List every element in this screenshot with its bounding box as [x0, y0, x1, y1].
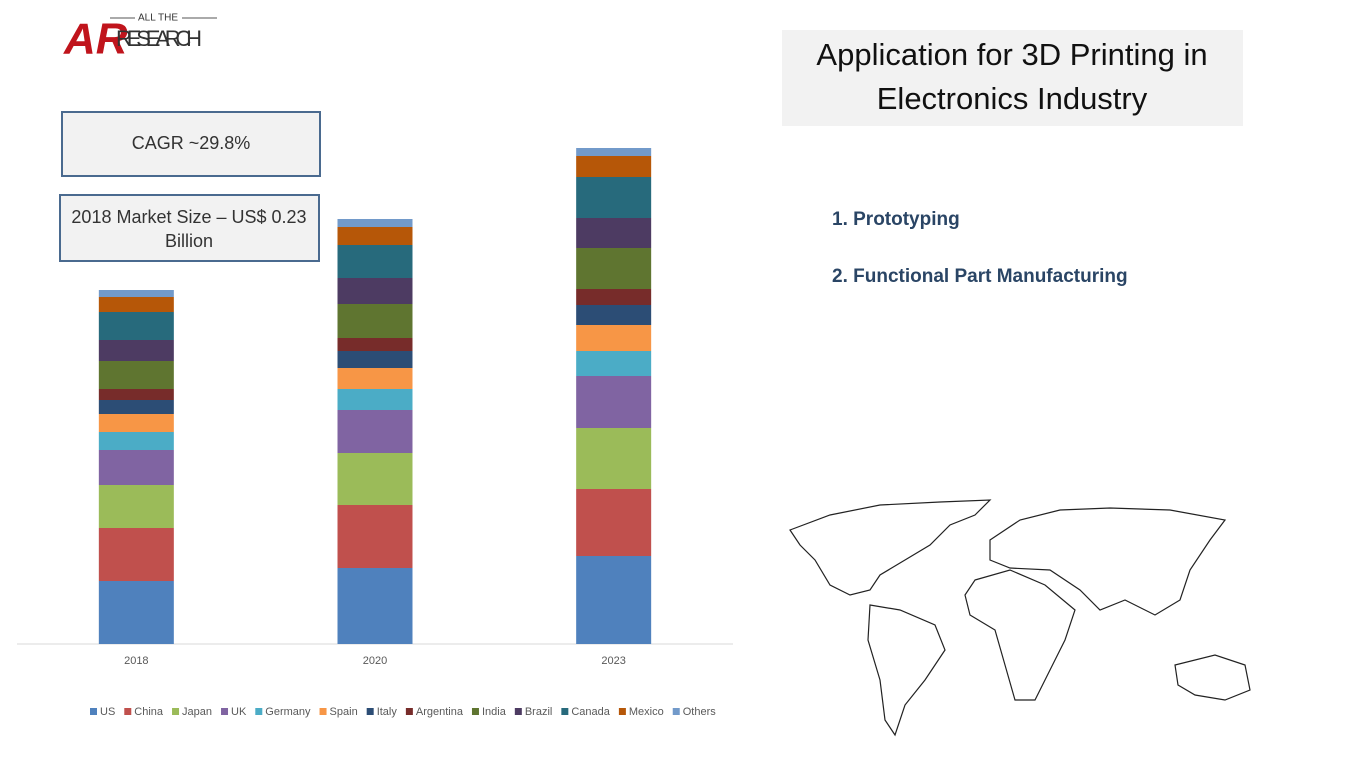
eurasia [989, 507, 1227, 616]
bar-segment [576, 351, 652, 376]
bar-segment [576, 428, 652, 489]
bar-segment [98, 297, 174, 312]
legend-label: Argentina [416, 706, 464, 718]
australia [1174, 654, 1251, 701]
logo-mark: AR [63, 15, 128, 64]
bar-segment [337, 505, 413, 568]
bar-segment [98, 450, 174, 485]
title-box [782, 30, 1243, 126]
cagr-text: CAGR ~29.8% [132, 133, 251, 153]
bar-segment [337, 278, 413, 304]
legend-label: Canada [571, 706, 610, 718]
legend-label: India [482, 706, 507, 718]
logo-name: RESEARCH [116, 26, 202, 51]
bar-segment [337, 389, 413, 410]
bar-segment [98, 312, 174, 340]
bar-segment [98, 414, 174, 432]
x-tick-label: 2018 [124, 655, 148, 667]
legend-swatch [561, 708, 569, 715]
legend-label: Japan [182, 706, 212, 718]
market-box [59, 194, 320, 262]
legend-label: China [134, 706, 164, 718]
bar-segment [576, 556, 652, 644]
logo-top: ALL THE [138, 13, 178, 24]
legend-swatch [90, 708, 97, 715]
list-item: 2. Functional Part Manufacturing [832, 266, 1128, 287]
bar-segment [98, 400, 174, 414]
bar-segment [576, 289, 652, 305]
panel-title: Application for 3D Printing in [816, 37, 1207, 72]
north-america [789, 499, 992, 596]
world-map [789, 499, 1251, 737]
market-text: 2018 Market Size – US$ 0.23 [71, 207, 306, 227]
legend-swatch [124, 708, 132, 715]
legend-swatch [319, 708, 327, 715]
logo: AR ALL THE RESEARCH [63, 13, 217, 64]
bar-segment [576, 148, 652, 156]
bar-segment [576, 248, 652, 289]
legend-swatch [471, 708, 479, 715]
legend-label: Mexico [629, 706, 664, 718]
bar-segment [337, 227, 413, 245]
cagr-box [61, 111, 321, 177]
legend-swatch [405, 708, 413, 715]
africa [964, 569, 1076, 701]
legend-swatch [221, 708, 229, 715]
legend-label: Italy [377, 706, 398, 718]
legend-label: Others [683, 706, 717, 718]
bar-segment [576, 177, 652, 218]
bar-segment [98, 485, 174, 528]
bar-segment [337, 219, 413, 227]
legend-swatch [672, 708, 680, 715]
south-america [867, 604, 946, 737]
market-text: Billion [165, 231, 213, 251]
bar-segment [98, 361, 174, 389]
bar-segment [337, 368, 413, 389]
bar-segment [98, 340, 174, 361]
x-tick-label: 2023 [601, 655, 625, 667]
bar-segment [576, 218, 652, 248]
legend-label: US [100, 706, 115, 718]
bar-segment [576, 489, 652, 556]
bar-segment [576, 325, 652, 351]
bar-segment [337, 338, 413, 351]
bar-segment [337, 410, 413, 453]
bar-segment [576, 376, 652, 428]
bar-segment [337, 568, 413, 644]
legend-swatch [172, 708, 180, 715]
legend-swatch [514, 708, 522, 715]
legend-label: Spain [330, 706, 358, 718]
bar-segment [337, 453, 413, 505]
legend-swatch [618, 708, 626, 715]
legend-label: UK [231, 706, 247, 718]
bar-segment [337, 245, 413, 278]
bar-segment [98, 528, 174, 581]
bar-segment [337, 304, 413, 338]
bar-segment [337, 351, 413, 368]
bar-segment [98, 290, 174, 297]
bar-segment [98, 389, 174, 400]
legend-label: Brazil [525, 706, 553, 718]
list-item: 1. Prototyping [832, 209, 960, 230]
panel-title: Electronics Industry [877, 81, 1148, 116]
x-tick-label: 2020 [363, 655, 387, 667]
bar-segment [576, 305, 652, 325]
bar-segment [98, 581, 174, 644]
legend-swatch [366, 708, 374, 715]
bar-segment [576, 156, 652, 177]
legend-swatch [255, 708, 263, 715]
legend-label: Germany [265, 706, 311, 718]
bar-segment [98, 432, 174, 450]
